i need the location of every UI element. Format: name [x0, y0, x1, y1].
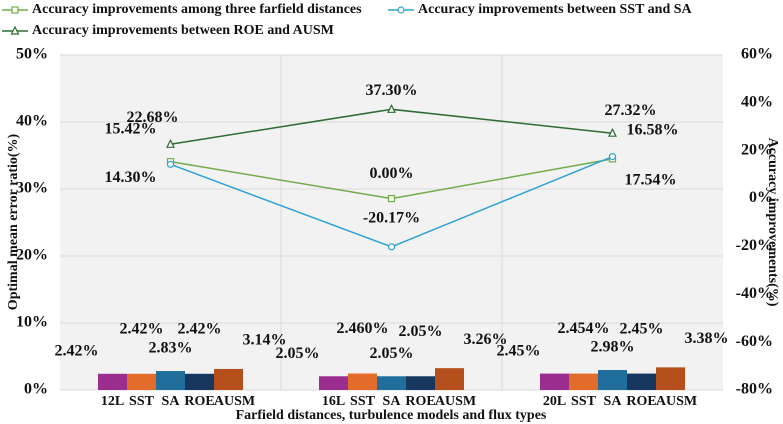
x-tick-label: SA: [383, 394, 402, 409]
bar-value-label: 2.42%: [120, 320, 164, 337]
bar: [406, 376, 435, 390]
marker: [11, 6, 19, 14]
bar-value-label: 3.38%: [685, 330, 729, 347]
bar-value-label: 3.26%: [464, 331, 508, 348]
bar-value-label: 2.05%: [276, 345, 320, 362]
bar-value-label: 2.98%: [591, 339, 635, 356]
marker: [166, 138, 175, 148]
line-value-label: 22.68%: [127, 109, 179, 126]
y2-tick-label: -40%: [736, 285, 773, 302]
bar: [569, 373, 598, 390]
x-tick-label: ROE: [184, 394, 214, 409]
line-value-label: 0.00%: [370, 165, 414, 182]
legend-label: Accuracy improvements between ROE and AU…: [32, 23, 334, 38]
x-tick-label: 12L: [101, 394, 124, 409]
marker: [608, 153, 617, 161]
bar-value-label: 2.45%: [497, 342, 541, 359]
legend-label: Accuracy improvements between SST and SA: [418, 2, 693, 17]
line-value-label: -20.17%: [363, 210, 420, 227]
y-tick-label: 50%: [16, 46, 48, 63]
y-tick-label: 10%: [16, 314, 48, 331]
bar: [214, 368, 243, 390]
bar-value-label: 2.460%: [337, 320, 389, 337]
bar-value-label: 3.14%: [243, 332, 287, 349]
bar: [156, 371, 185, 390]
bar: [540, 373, 569, 390]
legend-label: Accuracy improvements among three farfie…: [32, 2, 362, 17]
bar: [435, 368, 464, 390]
y2-tick-label: 0%: [749, 189, 773, 206]
marker: [397, 6, 405, 14]
x-tick-label: 20L: [543, 394, 566, 409]
y-tick-label: 0%: [24, 381, 48, 398]
x-tick-label: ROE: [626, 394, 656, 409]
x-tick-label: AUSM: [214, 394, 255, 409]
marker: [387, 103, 396, 113]
marker: [10, 25, 20, 35]
bar: [348, 373, 377, 390]
y-tick-label: 20%: [16, 247, 48, 264]
bar: [656, 367, 685, 390]
y2-tick-label: 60%: [741, 46, 773, 63]
marker: [387, 194, 396, 203]
bar-value-label: 2.42%: [178, 320, 222, 337]
marker: [608, 127, 617, 137]
bar-value-label: 2.45%: [620, 320, 664, 337]
y2-tick-label: 40%: [741, 94, 773, 111]
bar: [185, 373, 214, 390]
x-tick-label: SST: [129, 394, 155, 409]
y-tick-label: 30%: [16, 180, 48, 197]
bar-value-label: 2.05%: [370, 345, 414, 362]
x-tick-label: AUSM: [656, 394, 697, 409]
bar-value-label: 2.05%: [399, 323, 443, 340]
marker: [387, 243, 396, 251]
x-axis-title: Farfield distances, turbulence models an…: [236, 408, 547, 423]
x-tick-label: SST: [571, 394, 597, 409]
x-tick-label: AUSM: [435, 394, 476, 409]
y2-tick-label: -20%: [736, 237, 773, 254]
bar-value-label: 2.454%: [558, 320, 610, 337]
marker: [166, 160, 175, 168]
bar: [377, 376, 406, 390]
bar: [127, 373, 156, 390]
y2-tick-label: -80%: [736, 381, 773, 398]
line-value-label: 37.30%: [366, 82, 418, 99]
x-tick-label: SA: [604, 394, 623, 409]
line-value-label: 15.42%: [105, 120, 157, 137]
y-tick-label: 40%: [16, 113, 48, 130]
x-tick-label: SST: [350, 394, 376, 409]
bar-value-label: 2.83%: [149, 340, 193, 357]
y2-tick-label: -60%: [736, 333, 773, 350]
line-value-label: 17.54%: [625, 171, 677, 188]
x-tick-label: 16L: [322, 394, 345, 409]
bar: [319, 376, 348, 390]
bar-value-label: 2.42%: [55, 342, 99, 359]
y-axis-title: Optimal mean error ratio(%): [6, 133, 21, 310]
line-value-label: 16.58%: [627, 122, 679, 139]
x-tick-label: SA: [162, 394, 181, 409]
bar: [98, 373, 127, 390]
y2-tick-label: 20%: [741, 141, 773, 158]
line-value-label: 27.32%: [605, 102, 657, 119]
y2-axis-title: Accuracy improvements(%): [765, 138, 780, 307]
bar: [627, 373, 656, 390]
line-value-label: 14.30%: [105, 169, 157, 186]
x-tick-label: ROE: [405, 394, 435, 409]
bar: [598, 370, 627, 390]
